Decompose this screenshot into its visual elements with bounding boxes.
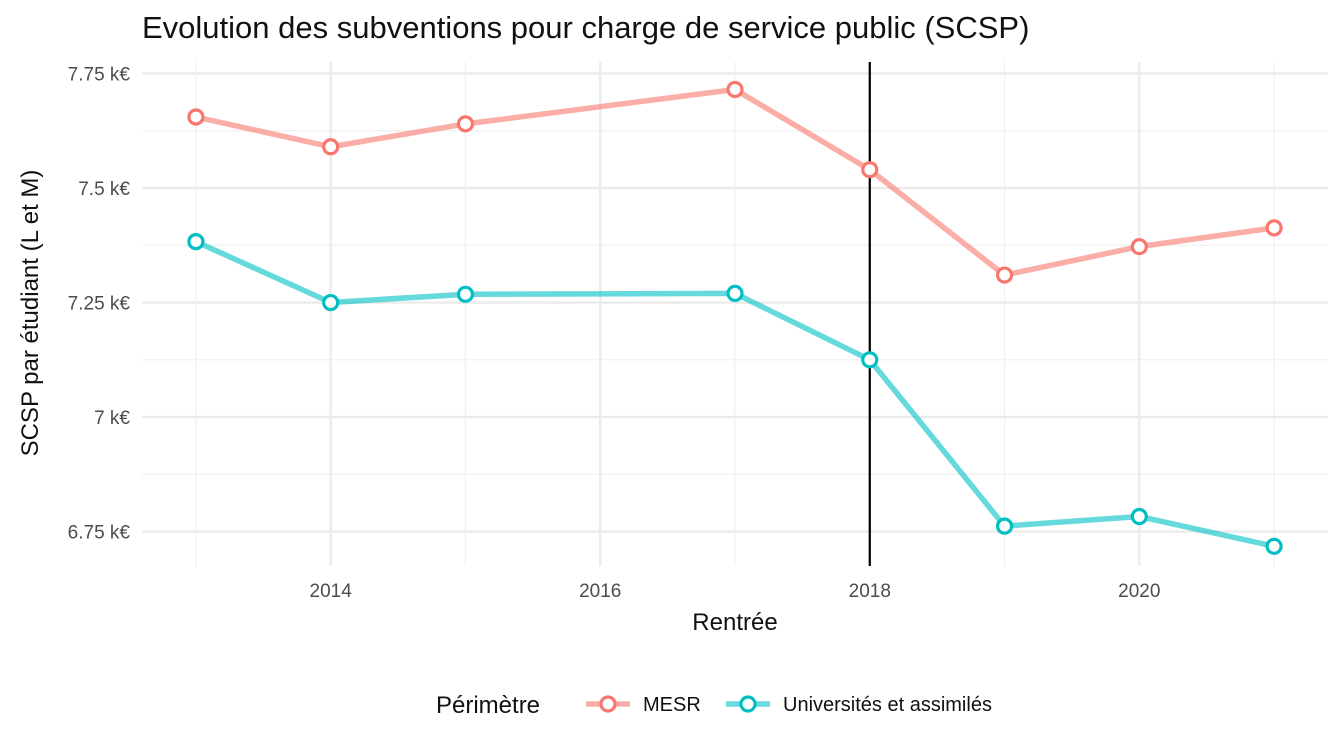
y-axis-title: SCSP par étudiant (L et M): [17, 170, 44, 457]
y-tick-label: 7.25 k€: [68, 294, 131, 315]
data-point-1-0: [187, 233, 205, 251]
series-line-0: [193, 86, 1277, 278]
x-tick-label: 2014: [310, 581, 353, 602]
data-point-0-3: [726, 80, 744, 99]
legend-swatch-marker: [599, 695, 617, 713]
series-points: [187, 80, 1283, 555]
data-point-0-6: [1130, 238, 1148, 256]
data-point-1-3: [726, 284, 744, 302]
data-point-0-1: [322, 138, 340, 156]
data-point-0-7: [1265, 219, 1283, 237]
data-point-1-5: [995, 517, 1014, 535]
data-point-0-0: [187, 108, 205, 126]
legend-label: Universités et assimilés: [783, 694, 992, 716]
y-tick-label: 6.75 k€: [68, 523, 131, 544]
legend-item-0: MESR: [586, 694, 701, 716]
y-tick-label: 7.75 k€: [68, 64, 131, 85]
data-point-0-5: [995, 266, 1014, 284]
minor-gridlines: [142, 62, 1328, 566]
x-axis-title: Rentrée: [692, 609, 777, 636]
legend-items: MESR Universités et assimilés: [586, 694, 992, 716]
series-lines: [193, 86, 1277, 550]
legend-swatch-marker: [739, 695, 757, 713]
x-tick-label: 2020: [1118, 581, 1160, 602]
legend: Périmètre MESR Universités et assimilés: [436, 692, 992, 719]
legend-title: Périmètre: [436, 692, 540, 719]
y-tick-label: 7 k€: [94, 408, 130, 429]
chart-title: Evolution des subventions pour charge de…: [142, 10, 1029, 45]
y-axis-tick-labels: 6.75 k€ 7 k€ 7.25 k€ 7.5 k€ 7.75 k€: [68, 64, 131, 543]
y-tick-label: 7.5 k€: [78, 179, 130, 200]
legend-item-1: Universités et assimilés: [726, 694, 992, 716]
x-axis-tick-labels: 2014 2016 2018 2020: [310, 581, 1161, 602]
x-tick-label: 2018: [849, 581, 891, 602]
data-point-1-4: [861, 351, 879, 369]
series-line-1: [193, 238, 1277, 550]
data-point-1-7: [1265, 537, 1283, 555]
data-point-0-4: [861, 161, 879, 179]
data-point-1-1: [322, 293, 340, 312]
data-point-1-2: [456, 285, 475, 303]
data-point-0-2: [456, 115, 475, 133]
legend-label: MESR: [643, 694, 701, 716]
x-tick-label: 2016: [579, 581, 621, 602]
data-point-1-6: [1130, 507, 1148, 526]
